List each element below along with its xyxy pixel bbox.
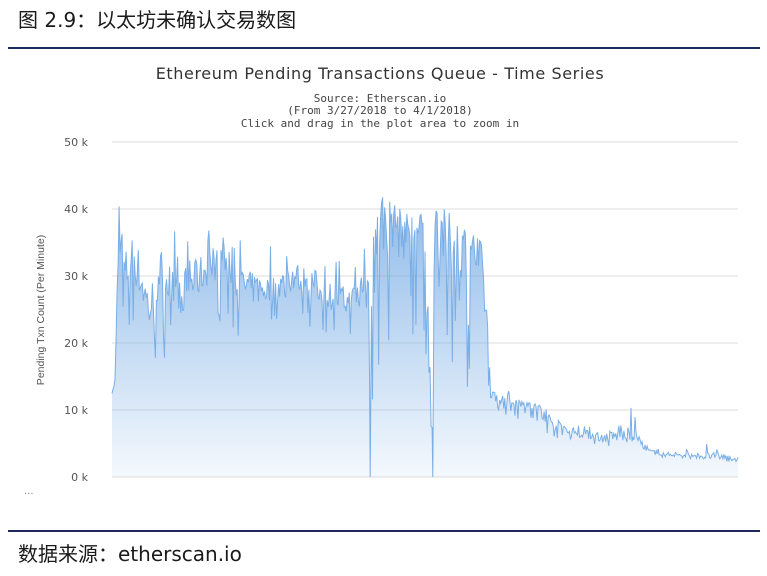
y-tick-label: 40 k — [64, 203, 88, 216]
figure-caption: 图 2.9：以太坊未确认交易数图 — [18, 8, 297, 32]
y-tick-label: 50 k — [64, 136, 88, 149]
data-source: 数据来源：etherscan.io — [18, 542, 242, 566]
series-line — [111, 197, 739, 478]
chart-subtitle-source: Source: Etherscan.io — [314, 92, 446, 105]
y-tick-label: 10 k — [64, 404, 88, 417]
series-area — [112, 197, 738, 478]
chart-title: Ethereum Pending Transactions Queue - Ti… — [156, 64, 605, 83]
chart-subtitle-range: (From 3/27/2018 to 4/1/2018) — [287, 104, 472, 117]
y-tick-label: 30 k — [64, 270, 88, 283]
bottom-rule — [8, 530, 760, 532]
plot-area[interactable] — [111, 197, 739, 478]
y-axis-label: Pending Txn Count (Per Minute) — [35, 235, 47, 385]
y-tick-label: 0 k — [71, 471, 88, 484]
y-axis-ticks: 0 k 10 k 20 k 30 k 40 k 50 k — [64, 136, 88, 484]
y-tick-label: 20 k — [64, 337, 88, 350]
top-rule — [8, 47, 760, 49]
x-axis-tick-label: ... — [24, 486, 34, 497]
chart-subtitle-hint: Click and drag in the plot area to zoom … — [241, 117, 519, 130]
